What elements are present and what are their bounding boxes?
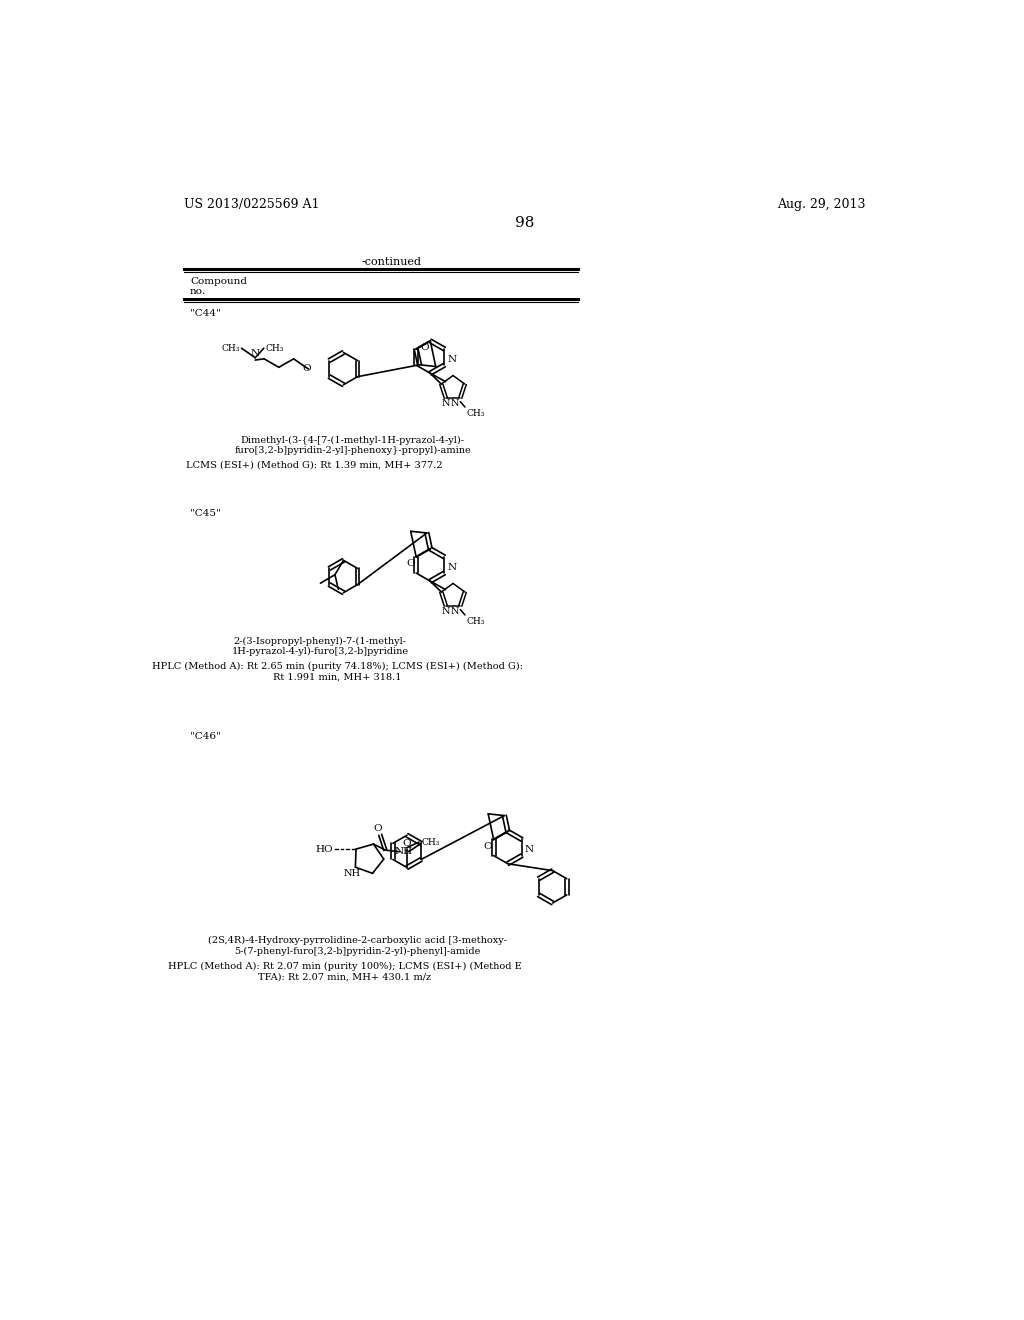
Text: O: O <box>406 560 415 568</box>
Text: 2-(3-Isopropyl-phenyl)-7-(1-methyl-
1H-pyrazol-4-yl)-furo[3,2-b]pyridine: 2-(3-Isopropyl-phenyl)-7-(1-methyl- 1H-p… <box>231 636 409 656</box>
Text: O: O <box>374 824 382 833</box>
Text: N: N <box>525 845 535 854</box>
Text: US 2013/0225569 A1: US 2013/0225569 A1 <box>183 198 319 211</box>
Text: "C44": "C44" <box>190 309 221 318</box>
Text: -continued: -continued <box>361 257 422 267</box>
Text: N: N <box>447 562 457 572</box>
Text: Aug. 29, 2013: Aug. 29, 2013 <box>777 198 866 211</box>
Text: O: O <box>483 842 493 851</box>
Text: Compound: Compound <box>190 277 247 286</box>
Text: no.: no. <box>190 286 206 296</box>
Text: CH₃: CH₃ <box>467 409 485 417</box>
Text: "C46": "C46" <box>190 733 221 741</box>
Text: "C45": "C45" <box>190 508 221 517</box>
Text: LCMS (ESI+) (Method G): Rt 1.39 min, MH+ 377.2: LCMS (ESI+) (Method G): Rt 1.39 min, MH+… <box>185 461 442 470</box>
Text: N: N <box>447 355 457 363</box>
Text: O: O <box>402 838 412 847</box>
Text: N: N <box>451 400 459 408</box>
Text: NH: NH <box>344 870 360 879</box>
Text: CH₃: CH₃ <box>421 838 439 846</box>
Text: HO: HO <box>315 845 333 854</box>
Text: 98: 98 <box>515 216 535 230</box>
Text: N: N <box>441 400 450 408</box>
Text: HPLC (Method A): Rt 2.07 min (purity 100%); LCMS (ESI+) (Method E
TFA): Rt 2.07 : HPLC (Method A): Rt 2.07 min (purity 100… <box>168 962 522 982</box>
Text: CH₃: CH₃ <box>221 343 240 352</box>
Text: CH₃: CH₃ <box>467 616 485 626</box>
Text: N: N <box>441 607 450 616</box>
Text: Dimethyl-(3-{4-[7-(1-methyl-1H-pyrazol-4-yl)-
furo[3,2-b]pyridin-2-yl]-phenoxy}-: Dimethyl-(3-{4-[7-(1-methyl-1H-pyrazol-4… <box>234 436 471 455</box>
Text: O: O <box>303 364 311 374</box>
Text: N: N <box>451 607 459 616</box>
Text: N: N <box>251 348 260 358</box>
Text: CH₃: CH₃ <box>265 343 284 352</box>
Text: NH: NH <box>395 847 413 857</box>
Text: O: O <box>420 343 429 352</box>
Text: HPLC (Method A): Rt 2.65 min (purity 74.18%); LCMS (ESI+) (Method G):
Rt 1.991 m: HPLC (Method A): Rt 2.65 min (purity 74.… <box>152 663 522 681</box>
Text: (2S,4R)-4-Hydroxy-pyrrolidine-2-carboxylic acid [3-methoxy-
5-(7-phenyl-furo[3,2: (2S,4R)-4-Hydroxy-pyrrolidine-2-carboxyl… <box>208 936 507 956</box>
